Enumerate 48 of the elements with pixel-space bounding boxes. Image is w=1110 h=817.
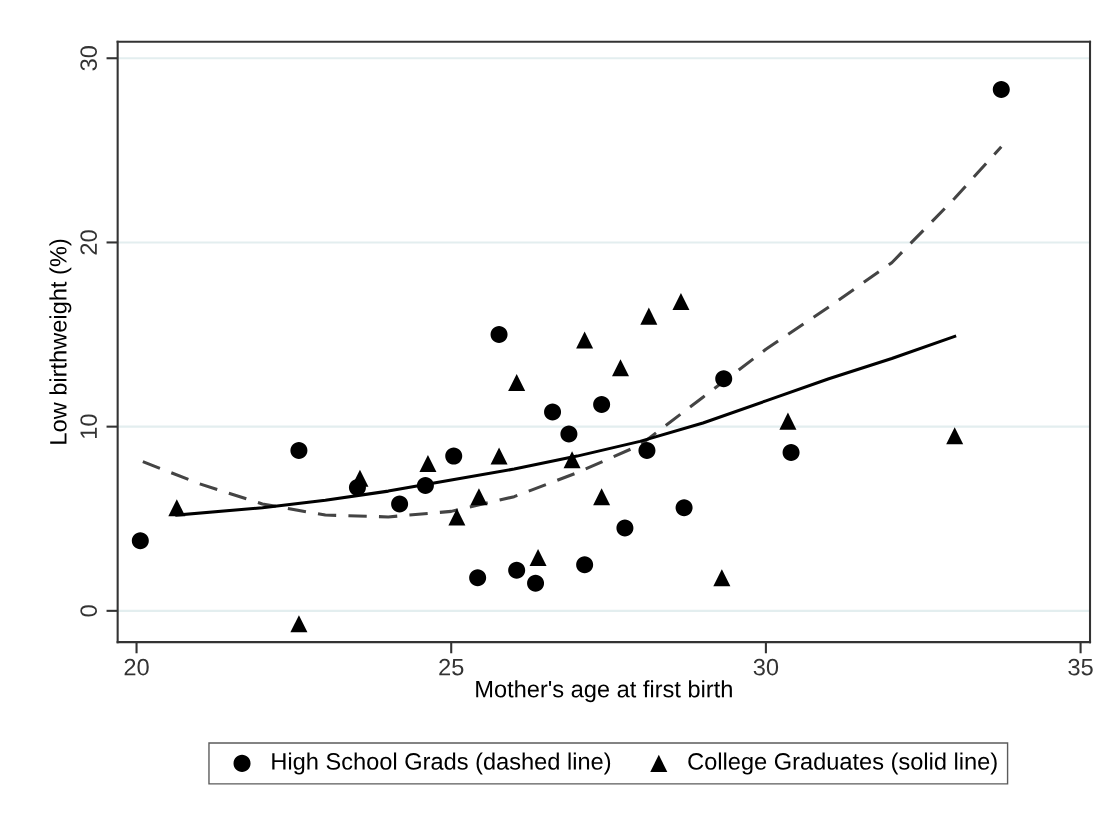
point xyxy=(469,569,487,587)
point xyxy=(593,488,611,506)
point xyxy=(593,396,611,414)
point xyxy=(576,556,594,574)
legend-label: College Graduates (solid line) xyxy=(688,752,997,775)
x-tick-label: 30 xyxy=(753,658,779,676)
y-tick-label: 20 xyxy=(80,230,98,255)
point xyxy=(168,499,186,517)
point xyxy=(946,427,964,445)
point xyxy=(527,574,545,592)
point xyxy=(616,519,634,537)
point xyxy=(544,403,562,421)
point xyxy=(560,425,578,443)
point xyxy=(992,81,1010,99)
point xyxy=(529,548,547,566)
x-axis-title: Mother's age at first birth xyxy=(476,680,732,703)
point xyxy=(448,508,466,526)
point xyxy=(470,488,488,506)
point xyxy=(490,326,508,344)
point xyxy=(715,370,733,388)
y-tick-label: 30 xyxy=(80,46,98,71)
x-tick-label: 35 xyxy=(1068,658,1093,676)
point xyxy=(419,454,437,472)
point xyxy=(490,447,508,465)
legend-label: High School Grads (dashed line) xyxy=(272,752,611,775)
point xyxy=(416,477,434,495)
point xyxy=(576,331,594,349)
point xyxy=(563,451,581,469)
point xyxy=(782,443,800,461)
point xyxy=(290,615,308,633)
point xyxy=(612,359,630,377)
point xyxy=(290,442,308,460)
point xyxy=(779,412,797,430)
point xyxy=(675,499,693,517)
x-tick-label: 20 xyxy=(124,658,149,676)
point xyxy=(508,561,526,579)
y-tick-label: 10 xyxy=(80,414,98,438)
x-tick-label: 25 xyxy=(439,658,464,676)
point xyxy=(131,532,149,550)
y-tick-label: 0 xyxy=(80,605,98,617)
point xyxy=(672,292,690,310)
point xyxy=(445,447,463,465)
y-axis-title: Low birthweight (%) xyxy=(49,239,72,444)
point xyxy=(713,569,731,587)
point xyxy=(508,373,526,391)
point xyxy=(391,495,409,513)
point xyxy=(638,442,656,460)
point xyxy=(640,307,658,325)
